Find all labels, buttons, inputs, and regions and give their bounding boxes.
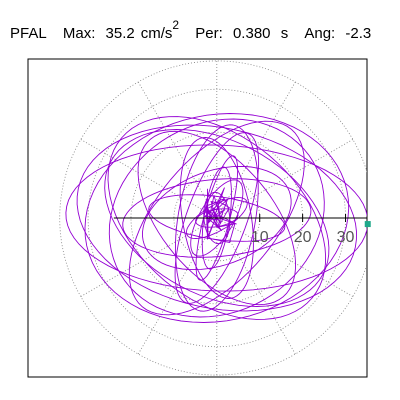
grid-spoke-30 [216, 139, 354, 219]
max-label: Max: [62, 25, 96, 42]
orbit-trace-11 [148, 194, 286, 242]
orbit-trace-0 [65, 144, 367, 292]
grid-spoke-210 [80, 217, 218, 297]
angle-value: -2.3 [345, 25, 372, 42]
grid-spoke-120 [137, 81, 218, 219]
orbit-trace-6 [137, 130, 296, 306]
center-cluster-trace [203, 187, 237, 244]
x-tick-label-30: 30 [337, 229, 355, 246]
period-unit: s [280, 25, 289, 42]
orbit-trace-10 [122, 178, 312, 258]
grid-spoke-150 [80, 139, 218, 219]
orbit-trace-14 [201, 166, 232, 270]
max-value: 35.2 [105, 25, 135, 42]
period-label: Per: [195, 25, 223, 42]
grid-spoke-300 [216, 217, 296, 355]
angle-label: Ang: [304, 25, 336, 42]
orbit-trace-4 [108, 118, 325, 318]
grid-spoke-60 [216, 81, 296, 219]
x-tick-label-20: 20 [294, 229, 312, 246]
grid-ring-outer [59, 60, 367, 376]
max-unit-exponent: 2 [172, 18, 180, 32]
orbit-trace-19 [107, 116, 327, 320]
max-unit: cm/s [140, 25, 173, 42]
orbit-trace-18 [195, 208, 239, 228]
grid-spoke-240 [137, 217, 218, 355]
orbit-trace-3 [104, 129, 330, 307]
header: PFAL Max: 35.2 cm/s2 Per: 0.380 s Ang: -2… [10, 16, 395, 42]
max-marker [364, 221, 371, 228]
station-code: PFAL [10, 25, 47, 42]
orbit-trace-8 [174, 132, 260, 304]
orbit-trace-12 [142, 165, 292, 271]
orbit-trace-16 [185, 197, 248, 239]
period-value: 0.380 [232, 25, 271, 42]
orbit-trace-13 [195, 155, 239, 281]
orbit-trace-2 [84, 113, 350, 323]
x-tick-label-10: 10 [251, 229, 269, 246]
orbit-trace-17 [203, 191, 231, 245]
grid-spoke-330 [216, 217, 354, 297]
